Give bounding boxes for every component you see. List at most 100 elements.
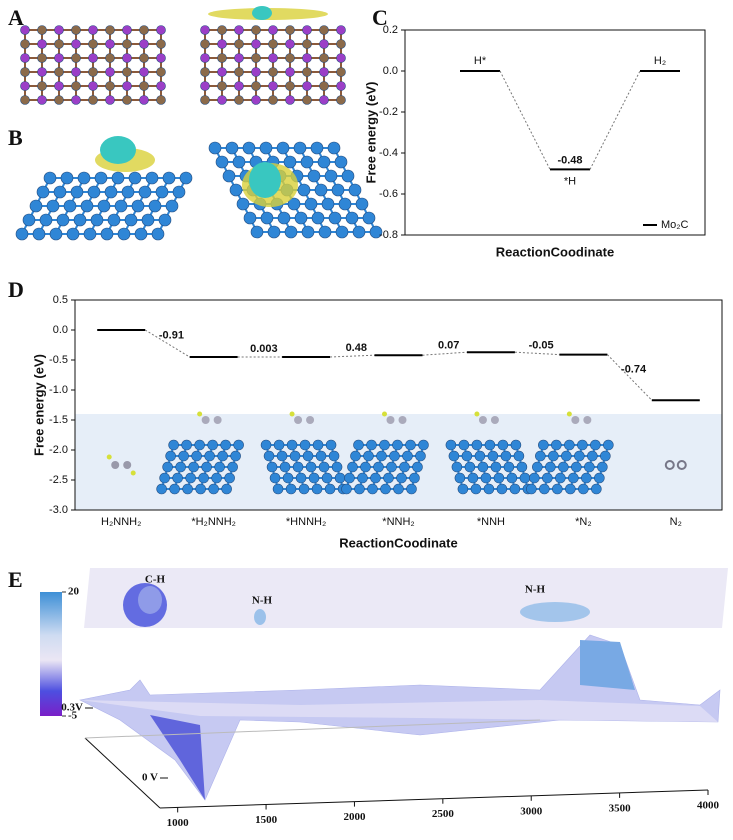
atom [336, 53, 346, 63]
atom [268, 25, 278, 35]
atom [285, 67, 295, 77]
adsorbate [583, 416, 592, 424]
atom [526, 483, 537, 495]
y-tick-label: -3.0 [49, 504, 68, 516]
atom [71, 39, 81, 49]
projection-blob [520, 602, 590, 622]
plot-frame [74, 299, 723, 511]
adsorbate [213, 416, 222, 424]
atom [234, 95, 244, 105]
x-tick-label: 2000 [343, 811, 366, 823]
atom [319, 39, 329, 49]
atom [70, 185, 84, 199]
atom [276, 141, 290, 155]
atom [578, 483, 589, 495]
atom [122, 39, 132, 49]
atom [215, 155, 229, 169]
atom [20, 25, 30, 35]
atom [458, 439, 470, 451]
atom [43, 171, 57, 185]
atom [336, 67, 346, 77]
atom [234, 81, 244, 91]
atom [315, 450, 327, 462]
y-tick-label: 0.2 [383, 24, 398, 36]
atom [360, 461, 371, 473]
atom [259, 141, 273, 155]
atom [299, 439, 311, 451]
atom [558, 461, 569, 473]
y-tick-label: -0.8 [379, 229, 398, 241]
atom [53, 185, 67, 199]
connector [606, 354, 653, 401]
projection-blob [254, 609, 266, 625]
atom [369, 225, 383, 239]
atom [97, 199, 111, 213]
atom [169, 483, 180, 495]
y-tick-label: 0.3V [61, 702, 83, 714]
atom [20, 53, 30, 63]
colorbar [40, 592, 62, 716]
atom [90, 213, 104, 227]
atom [260, 211, 274, 225]
y-tick-label: 0.0 [53, 324, 68, 336]
atom [319, 95, 329, 105]
charge-density [252, 6, 272, 20]
lattice [341, 439, 429, 495]
atom [539, 483, 550, 495]
atom [172, 472, 183, 484]
atom [105, 81, 115, 91]
atom [251, 25, 261, 35]
adsorbate [474, 411, 480, 417]
atom [36, 185, 50, 199]
atom [286, 439, 298, 451]
atom [354, 483, 365, 495]
atom [139, 39, 149, 49]
atom [122, 95, 132, 105]
atom [496, 483, 508, 495]
atom [222, 169, 236, 183]
atom [467, 472, 479, 484]
x-tick-label: 2500 [432, 808, 455, 820]
atom [402, 450, 413, 462]
atom [80, 199, 94, 213]
atom [295, 472, 307, 484]
atom [182, 483, 193, 495]
atom [229, 183, 243, 197]
atom [198, 472, 209, 484]
atom [331, 183, 345, 197]
atom [217, 95, 227, 105]
atom [208, 141, 222, 155]
atom [139, 95, 149, 105]
adsorbate [566, 411, 572, 417]
atom [484, 439, 496, 451]
atom [88, 39, 98, 49]
atom [284, 225, 298, 239]
atom [138, 185, 152, 199]
atom [336, 81, 346, 91]
atom [300, 155, 314, 169]
atom [367, 483, 378, 495]
projection-plane [84, 568, 728, 628]
atom [319, 81, 329, 91]
atom [267, 225, 281, 239]
atom [200, 39, 210, 49]
atom [156, 81, 166, 91]
atom [318, 225, 332, 239]
atom [148, 199, 162, 213]
panel-label: A [8, 5, 24, 30]
atom [117, 227, 131, 241]
back-axis [84, 719, 541, 739]
atom [487, 450, 499, 462]
atom [535, 450, 546, 462]
atom [282, 472, 294, 484]
y-tick-label: -1.0 [49, 384, 68, 396]
atom [448, 450, 460, 462]
atom [355, 197, 369, 211]
step-label: -0.91 [159, 329, 184, 341]
atom [603, 439, 614, 451]
atom [266, 461, 278, 473]
connector [499, 70, 551, 170]
atom [279, 461, 291, 473]
projection-blob [138, 586, 162, 614]
